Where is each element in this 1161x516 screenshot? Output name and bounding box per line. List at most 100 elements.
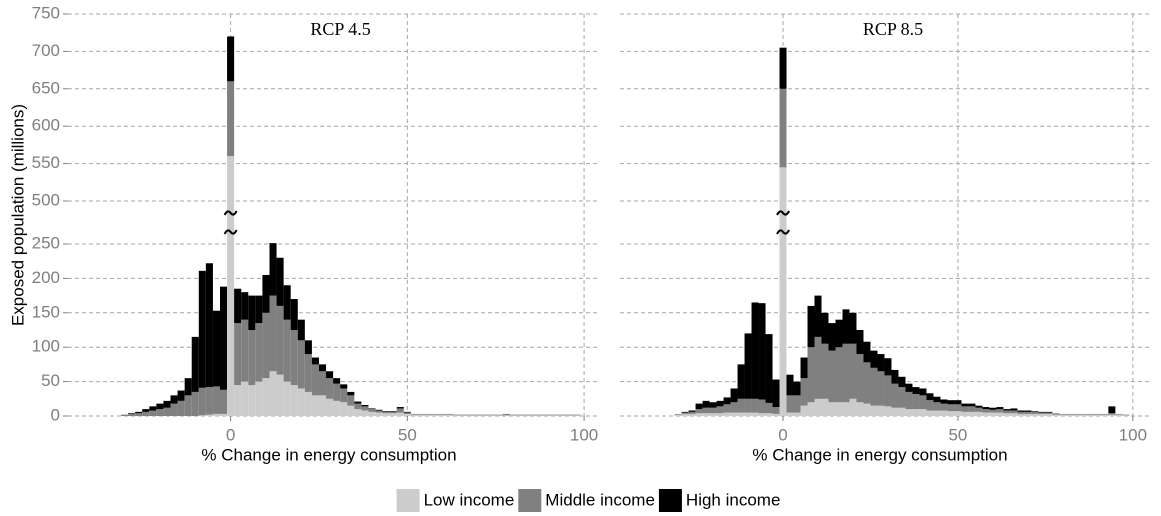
bar-segment bbox=[842, 402, 850, 416]
bar-segment bbox=[446, 414, 454, 416]
bar-segment bbox=[1073, 414, 1081, 416]
bar-segment bbox=[524, 414, 532, 416]
bar-segment bbox=[1024, 411, 1032, 414]
bar-segment bbox=[396, 412, 404, 416]
bar-segment bbox=[1003, 410, 1011, 414]
panel-title: RCP 8.5 bbox=[863, 19, 923, 39]
bar-segment bbox=[758, 399, 766, 414]
x-tick-label: 100 bbox=[570, 425, 598, 444]
bar-segment bbox=[220, 413, 228, 416]
bar-segment bbox=[255, 295, 263, 324]
legend-label: Middle income bbox=[545, 490, 655, 509]
bar-segment bbox=[688, 413, 696, 416]
bar-segment bbox=[283, 285, 291, 320]
bar-segment bbox=[772, 379, 780, 408]
bar-segment bbox=[1031, 411, 1039, 414]
bar-segment bbox=[1038, 411, 1046, 413]
bar-segment bbox=[674, 413, 682, 415]
bar-segment bbox=[751, 412, 759, 416]
bar-segment bbox=[1094, 414, 1102, 416]
bar-segment bbox=[545, 415, 553, 416]
bar-segment bbox=[926, 410, 934, 416]
bar-segment bbox=[1108, 406, 1116, 414]
bar-segment bbox=[227, 156, 235, 416]
bar-segment bbox=[814, 398, 822, 416]
bar-segment bbox=[347, 405, 355, 416]
bar-segment bbox=[877, 371, 885, 406]
bar-segment bbox=[453, 414, 461, 416]
bar-segment bbox=[842, 309, 850, 344]
bar-segment bbox=[884, 358, 892, 376]
bar-segment bbox=[702, 413, 710, 416]
bar-segment bbox=[396, 408, 404, 413]
y-tick-label: 700 bbox=[32, 41, 60, 60]
bar-segment bbox=[234, 385, 242, 416]
bar-segment bbox=[793, 395, 801, 413]
bar-segment bbox=[863, 403, 871, 416]
bar-segment bbox=[674, 414, 682, 416]
bar-segment bbox=[1024, 413, 1032, 416]
x-tick-label: 50 bbox=[398, 425, 417, 444]
bar-segment bbox=[1045, 411, 1053, 413]
bar-segment bbox=[716, 400, 724, 407]
bar-segment bbox=[403, 411, 411, 413]
bar-segment bbox=[968, 411, 976, 416]
y-tick-label: 750 bbox=[32, 3, 60, 22]
bar-segment bbox=[276, 257, 284, 306]
bar-segment bbox=[340, 388, 348, 403]
bar-segment bbox=[170, 403, 178, 416]
bar-segment bbox=[361, 410, 369, 416]
bar-segment bbox=[516, 414, 524, 416]
bar-segment bbox=[835, 347, 843, 403]
bar-segment bbox=[772, 407, 780, 414]
bar-segment bbox=[933, 396, 941, 403]
bar-segment bbox=[128, 413, 136, 416]
bar-segment bbox=[891, 407, 899, 416]
bar-segment bbox=[891, 383, 899, 408]
bar-segment bbox=[509, 414, 517, 416]
bar-segment bbox=[919, 395, 927, 410]
bar-segment bbox=[807, 347, 815, 403]
bar-segment bbox=[1017, 413, 1025, 416]
bar-segment bbox=[354, 403, 362, 410]
bar-segment bbox=[1059, 414, 1067, 416]
bar-segment bbox=[191, 391, 199, 416]
bar-segment bbox=[149, 406, 157, 411]
bar-segment bbox=[163, 407, 171, 416]
bar-segment bbox=[1115, 413, 1123, 415]
bar-segment bbox=[488, 414, 496, 416]
bar-segment bbox=[573, 415, 581, 416]
bar-segment bbox=[135, 411, 143, 414]
bar-segment bbox=[149, 410, 157, 416]
bar-segment bbox=[276, 374, 284, 416]
legend-swatch bbox=[518, 489, 542, 512]
bar-segment bbox=[361, 406, 369, 411]
bar-segment bbox=[467, 415, 475, 416]
bar-segment bbox=[1003, 409, 1011, 411]
bar-segment bbox=[807, 402, 815, 416]
bar-segment bbox=[821, 343, 829, 399]
bar-segment bbox=[276, 305, 284, 375]
bar-segment bbox=[786, 374, 794, 396]
bar-segment bbox=[989, 409, 997, 413]
bar-segment bbox=[695, 403, 703, 410]
bar-segment bbox=[121, 414, 129, 416]
bar-segment bbox=[318, 364, 327, 372]
bar-segment bbox=[954, 404, 962, 412]
bar-segment bbox=[495, 415, 503, 416]
bar-segment bbox=[212, 386, 220, 414]
bar-segment bbox=[304, 354, 312, 392]
bar-segment bbox=[432, 414, 440, 416]
x-tick-label: 0 bbox=[778, 425, 787, 444]
bar-segment bbox=[821, 398, 829, 416]
bar-segment bbox=[737, 398, 745, 413]
bar-segment bbox=[311, 357, 319, 365]
bar-segment bbox=[552, 414, 560, 416]
x-tick-label: 100 bbox=[1119, 425, 1147, 444]
bar-segment bbox=[283, 319, 291, 382]
bar-segment bbox=[142, 409, 150, 412]
axis-break-mark bbox=[223, 229, 238, 235]
bar-segment bbox=[198, 387, 206, 416]
bar-segment bbox=[354, 409, 362, 416]
bar-segment bbox=[1017, 411, 1025, 414]
